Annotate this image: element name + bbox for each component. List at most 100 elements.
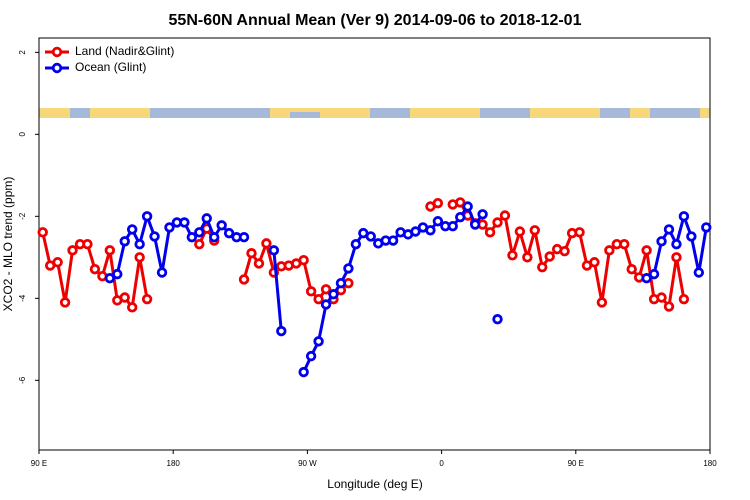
point xyxy=(59,297,71,308)
point xyxy=(141,211,153,222)
point xyxy=(67,245,78,256)
point xyxy=(604,245,615,256)
point xyxy=(447,220,458,232)
point xyxy=(238,232,250,243)
x-axis-label: Longitude (deg E) xyxy=(327,477,422,491)
point xyxy=(156,267,168,278)
y-tick-label: 2 xyxy=(18,50,27,55)
point xyxy=(663,224,675,235)
point xyxy=(298,254,309,266)
point xyxy=(514,226,526,237)
point xyxy=(209,232,220,243)
point xyxy=(126,302,138,313)
point xyxy=(343,263,354,274)
point xyxy=(686,231,697,242)
y-tick-label: 0 xyxy=(18,132,27,137)
point xyxy=(82,239,93,250)
y-tick-label: -4 xyxy=(18,294,27,302)
point xyxy=(276,325,287,337)
point xyxy=(261,238,272,249)
point xyxy=(194,239,205,250)
point xyxy=(529,225,540,236)
point xyxy=(619,239,630,250)
point xyxy=(410,226,421,237)
point xyxy=(574,227,585,238)
x-tick-label: 0 xyxy=(439,459,444,468)
point xyxy=(678,211,690,222)
point xyxy=(499,210,511,221)
point xyxy=(119,236,130,247)
point xyxy=(350,239,362,250)
point xyxy=(37,227,48,238)
legend-marker xyxy=(51,62,63,74)
point xyxy=(425,225,436,236)
point xyxy=(469,219,481,230)
point xyxy=(544,251,555,262)
point xyxy=(194,227,205,238)
point xyxy=(268,245,280,256)
point xyxy=(455,211,466,223)
point xyxy=(671,239,682,250)
point xyxy=(134,239,145,250)
point xyxy=(693,267,705,278)
point xyxy=(104,245,116,256)
point xyxy=(186,232,198,243)
point xyxy=(537,261,548,273)
point xyxy=(305,350,317,362)
point xyxy=(678,293,690,305)
point xyxy=(328,289,339,300)
point xyxy=(320,299,332,310)
point xyxy=(89,264,101,275)
point xyxy=(365,231,376,242)
point xyxy=(223,227,235,239)
y-tick-label: -2 xyxy=(18,212,27,220)
point xyxy=(656,292,667,303)
point xyxy=(492,217,503,228)
point xyxy=(246,248,257,259)
point xyxy=(313,293,324,305)
point xyxy=(559,245,570,257)
x-tick-label: 180 xyxy=(703,459,717,468)
point xyxy=(52,257,63,268)
legend-label: Land (Nadir&Glint) xyxy=(75,44,174,58)
point xyxy=(298,366,309,378)
point xyxy=(432,198,444,209)
legend-marker xyxy=(51,46,63,58)
point xyxy=(455,197,466,208)
point xyxy=(507,250,518,261)
point xyxy=(126,224,138,235)
x-tick-label: 90 W xyxy=(298,459,317,468)
point xyxy=(626,264,637,275)
point xyxy=(313,336,324,347)
chart-title: 55N-60N Annual Mean (Ver 9) 2014-09-06 t… xyxy=(169,12,582,29)
point xyxy=(462,201,473,212)
point xyxy=(522,252,533,263)
point xyxy=(492,314,503,325)
x-tick-label: 90 E xyxy=(31,459,47,468)
point xyxy=(641,273,652,284)
point xyxy=(112,268,123,280)
point xyxy=(201,213,212,224)
point xyxy=(320,284,332,295)
point xyxy=(596,297,608,308)
point xyxy=(253,258,265,269)
plot-frame xyxy=(38,37,711,451)
point xyxy=(149,231,160,242)
point xyxy=(701,222,712,233)
point xyxy=(432,216,444,227)
point xyxy=(648,268,660,280)
legend-label: Ocean (Glint) xyxy=(75,60,146,74)
point xyxy=(305,286,317,297)
point xyxy=(641,245,652,256)
point xyxy=(484,227,496,238)
point xyxy=(238,274,250,285)
point xyxy=(671,252,682,263)
map-ocean xyxy=(70,108,700,118)
point xyxy=(216,220,227,231)
point xyxy=(134,252,145,263)
point xyxy=(663,301,675,312)
point xyxy=(477,209,488,220)
point xyxy=(104,273,116,284)
x-tick-label: 180 xyxy=(167,459,181,468)
